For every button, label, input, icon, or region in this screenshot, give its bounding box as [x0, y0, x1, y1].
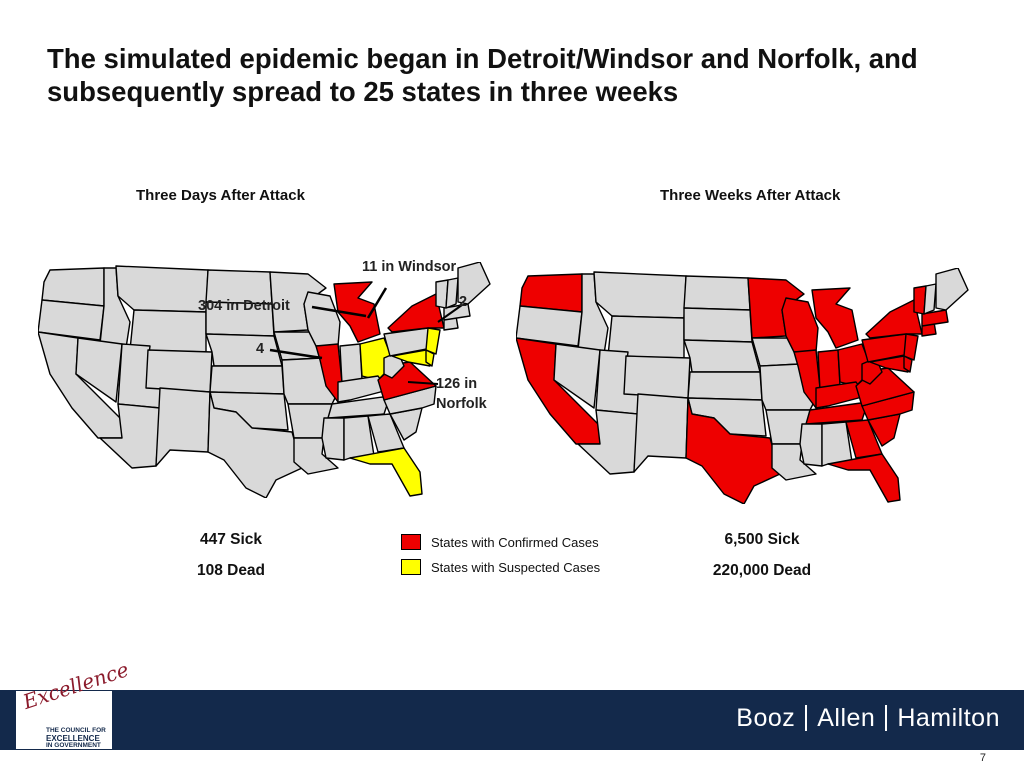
- left-map-heading: Three Days After Attack: [136, 187, 305, 204]
- confirmed-legend-label: States with Confirmed Cases: [431, 534, 599, 550]
- footer-bar: [0, 690, 1024, 750]
- brand-word-1: Booz: [736, 704, 796, 732]
- us-map-three-days: [38, 262, 491, 498]
- brand-word-3: Hamilton: [897, 704, 1000, 732]
- legend-suspected: States with Suspected Cases: [401, 559, 600, 575]
- logo-line-1: THE COUNCIL FOR: [46, 727, 106, 734]
- us-map-three-weeks: [516, 268, 969, 504]
- page-number: 7: [979, 752, 986, 764]
- confirmed-swatch: [401, 534, 421, 550]
- left-dead-count: 108 Dead: [196, 562, 266, 579]
- norfolk-label-line1: 126 in: [436, 376, 478, 392]
- state-tx: [207, 391, 303, 498]
- brand-word-2: Allen: [817, 704, 876, 732]
- illinois-count-label: 4: [256, 341, 265, 357]
- state-nj: [425, 327, 441, 355]
- suspected-swatch: [401, 559, 421, 575]
- state-md: [869, 355, 909, 373]
- state-nv: [75, 337, 123, 403]
- legend-confirmed: States with Confirmed Cases: [401, 534, 599, 550]
- right-dead-count: 220,000 Dead: [712, 562, 812, 579]
- state-md: [391, 349, 431, 367]
- booz-allen-hamilton-logo: Booz Allen Hamilton: [736, 704, 1000, 733]
- northeast-count-label: 2: [459, 294, 468, 310]
- state-nh: [923, 283, 937, 315]
- state-mi: [811, 287, 859, 349]
- windsor-pointer: [366, 287, 388, 319]
- state-nh: [445, 277, 459, 309]
- right-sick-count: 6,500 Sick: [724, 531, 800, 548]
- state-ky: [337, 375, 389, 403]
- norfolk-label-line2: Norfolk: [436, 396, 487, 412]
- logo-line-2: EXCELLENCE: [46, 733, 100, 743]
- logo-line-3: IN GOVERNMENT: [46, 742, 101, 749]
- state-fl: [827, 453, 901, 503]
- state-mi: [333, 281, 381, 343]
- right-map-heading: Three Weeks After Attack: [660, 187, 841, 204]
- windsor-label: 11 in Windsor: [362, 259, 457, 275]
- detroit-pointer: [311, 305, 367, 318]
- state-ms: [799, 423, 823, 467]
- state-tx: [685, 397, 781, 504]
- state-de: [425, 349, 435, 367]
- norfolk-pointer: [407, 381, 439, 385]
- logo-caption: THE COUNCIL FOR EXCELLENCE IN GOVERNMENT: [46, 727, 106, 750]
- state-de: [903, 355, 913, 373]
- state-nm: [633, 393, 689, 473]
- state-nj: [903, 333, 919, 361]
- page-title: The simulated epidemic began in Detroit/…: [47, 43, 918, 107]
- suspected-legend-label: States with Suspected Cases: [431, 559, 601, 575]
- illinois-pointer: [269, 348, 323, 360]
- state-me: [935, 268, 969, 311]
- state-ms: [321, 417, 345, 461]
- state-nv: [553, 343, 601, 409]
- state-ma: [921, 309, 949, 327]
- council-logo: Excellence THE COUNCIL FOR EXCELLENCE IN…: [16, 657, 132, 750]
- state-me: [457, 262, 491, 305]
- brand-separator: [805, 705, 808, 731]
- state-nm: [155, 387, 211, 467]
- state-ky: [815, 381, 867, 409]
- state-fl: [349, 447, 423, 497]
- detroit-label: 304 in Detroit: [198, 298, 290, 314]
- left-sick-count: 447 Sick: [199, 531, 263, 548]
- brand-separator: [885, 705, 888, 731]
- northeast-pointer: [437, 304, 463, 323]
